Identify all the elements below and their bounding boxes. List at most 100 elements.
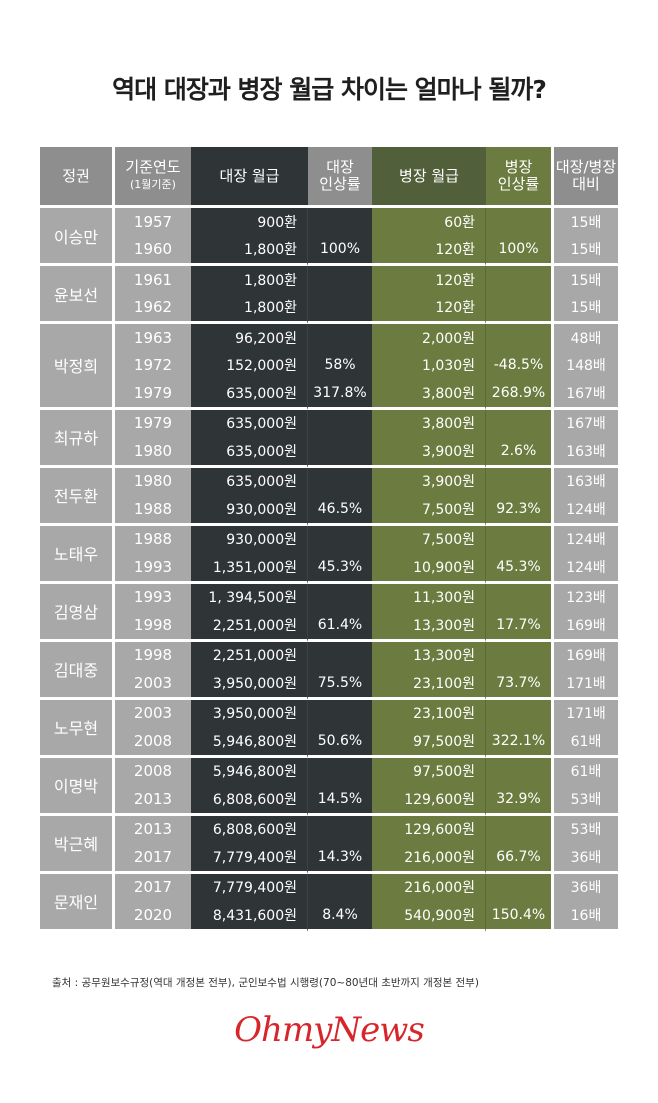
general-raise-cell <box>308 641 372 669</box>
general-raise-cell: 50.6% <box>308 727 372 758</box>
sergeant-raise-cell <box>486 324 551 352</box>
year-cell: 1980 <box>115 437 191 468</box>
table-row: 이승만 1957 900환 60환 15배 <box>40 208 618 266</box>
ohmynews-logo: OhmyNews <box>234 1010 425 1050</box>
era-cell: 노무현 <box>40 699 115 758</box>
general-raise-cell <box>308 437 372 468</box>
general-pay-cell: 7,779,400원 <box>191 843 308 874</box>
year-cell: 1980 <box>115 467 191 495</box>
ratio-cell: 61배 <box>551 757 618 785</box>
year-cell: 1972 <box>115 351 191 379</box>
year-cell: 2008 <box>115 727 191 758</box>
general-pay-cell: 5,946,800원 <box>191 727 308 758</box>
general-pay-cell: 1,800환 <box>191 235 308 266</box>
general-raise-cell <box>308 266 372 294</box>
sergeant-pay-cell: 11,300원 <box>372 583 486 611</box>
general-pay-cell: 5,946,800원 <box>191 757 308 785</box>
ratio-cell: 48배 <box>551 324 618 352</box>
sergeant-pay-cell: 120환 <box>372 235 486 266</box>
page-title: 역대 대장과 병장 월급 차이는 얼마나 될까? <box>112 75 547 104</box>
sergeant-pay-cell: 3,900원 <box>372 437 486 468</box>
sergeant-pay-cell: 97,500원 <box>372 757 486 785</box>
table-row: 윤보선 1961 1,800환 120환 15배 <box>40 266 618 324</box>
sergeant-raise-cell: 92.3% <box>486 495 551 526</box>
ratio-cell: 148배 <box>551 351 618 379</box>
table-row: 1980 635,000원 3,900원 2.6% 163배 <box>40 437 618 468</box>
era-cell: 윤보선 <box>40 266 115 324</box>
sergeant-raise-cell <box>486 208 551 236</box>
year-cell: 1979 <box>115 409 191 437</box>
ratio-cell: 36배 <box>551 873 618 901</box>
year-cell: 1998 <box>115 641 191 669</box>
sergeant-raise-cell <box>486 757 551 785</box>
general-pay-cell: 635,000원 <box>191 379 308 410</box>
ratio-cell: 15배 <box>551 266 618 294</box>
sergeant-pay-cell: 7,500원 <box>372 525 486 553</box>
table-row: 박정희 1963 96,200원 2,000원 48배 <box>40 324 618 410</box>
general-pay-cell: 3,950,000원 <box>191 669 308 700</box>
table-row: 1960 1,800환 100% 120환 100% 15배 <box>40 235 618 266</box>
sergeant-pay-cell: 2,000원 <box>372 324 486 352</box>
year-cell: 2008 <box>115 757 191 785</box>
general-raise-cell <box>308 525 372 553</box>
sergeant-pay-cell: 216,000원 <box>372 843 486 874</box>
general-pay-cell: 635,000원 <box>191 437 308 468</box>
table-row: 이명박 2008 5,946,800원 97,500원 61배 <box>40 757 618 816</box>
sergeant-raise-cell <box>486 266 551 294</box>
sergeant-raise-cell <box>486 583 551 611</box>
table-header-row: 정권 기준연도 (1월기준) 대장 월급 대장 인상률 병장 월급 병장 인상률 대장… <box>40 147 618 208</box>
general-raise-cell <box>308 757 372 785</box>
table-row: 전두환 1980 635,000원 3,900원 163배 <box>40 467 618 526</box>
sergeant-pay-cell: 97,500원 <box>372 727 486 758</box>
sergeant-raise-cell: 150.4% <box>486 901 551 932</box>
ratio-cell: 171배 <box>551 699 618 727</box>
header-sergeant-raise: 병장 인상률 <box>486 147 551 208</box>
table-row: 1979 635,000원 317.8% 3,800원 268.9% 167배 <box>40 379 618 410</box>
sergeant-pay-cell: 540,900원 <box>372 901 486 932</box>
general-pay-cell: 96,200원 <box>191 324 308 352</box>
general-pay-cell: 6,808,600원 <box>191 785 308 816</box>
year-cell: 1998 <box>115 611 191 642</box>
general-raise-cell <box>308 873 372 901</box>
general-pay-cell: 6,808,600원 <box>191 815 308 843</box>
general-raise-cell: 14.3% <box>308 843 372 874</box>
sergeant-pay-cell: 129,600원 <box>372 785 486 816</box>
ratio-cell: 167배 <box>551 409 618 437</box>
year-cell: 2013 <box>115 815 191 843</box>
general-pay-cell: 635,000원 <box>191 467 308 495</box>
era-cell: 박근혜 <box>40 815 115 874</box>
year-cell: 2017 <box>115 873 191 901</box>
year-cell: 1960 <box>115 235 191 266</box>
sergeant-raise-cell <box>486 293 551 324</box>
general-pay-cell: 8,431,600원 <box>191 901 308 932</box>
year-cell: 2003 <box>115 699 191 727</box>
sergeant-raise-cell: 322.1% <box>486 727 551 758</box>
general-pay-cell: 1,351,000원 <box>191 553 308 584</box>
header-year: 기준연도 (1월기준) <box>115 147 191 208</box>
general-pay-cell: 1,800환 <box>191 266 308 294</box>
general-raise-cell: 8.4% <box>308 901 372 932</box>
year-cell: 1988 <box>115 525 191 553</box>
sergeant-pay-cell: 10,900원 <box>372 553 486 584</box>
general-pay-cell: 930,000원 <box>191 525 308 553</box>
sergeant-pay-cell: 129,600원 <box>372 815 486 843</box>
table-row: 1972 152,000원 58% 1,030원 -48.5% 148배 <box>40 351 618 379</box>
sergeant-pay-cell: 23,100원 <box>372 669 486 700</box>
sergeant-raise-cell <box>486 873 551 901</box>
ratio-cell: 16배 <box>551 901 618 932</box>
era-cell: 노태우 <box>40 525 115 584</box>
general-pay-cell: 2,251,000원 <box>191 611 308 642</box>
table-row: 2017 7,779,400원 14.3% 216,000원 66.7% 36배 <box>40 843 618 874</box>
general-pay-cell: 3,950,000원 <box>191 699 308 727</box>
ratio-cell: 167배 <box>551 379 618 410</box>
year-cell: 2020 <box>115 901 191 932</box>
sergeant-pay-cell: 7,500원 <box>372 495 486 526</box>
sergeant-raise-cell: 66.7% <box>486 843 551 874</box>
ratio-cell: 53배 <box>551 815 618 843</box>
general-raise-cell: 14.5% <box>308 785 372 816</box>
sergeant-raise-cell <box>486 467 551 495</box>
table-row: 문재인 2017 7,779,400원 216,000원 36배 <box>40 873 618 932</box>
header-ratio: 대장/병장 대비 <box>551 147 618 208</box>
ratio-cell: 169배 <box>551 641 618 669</box>
year-cell: 1993 <box>115 553 191 584</box>
